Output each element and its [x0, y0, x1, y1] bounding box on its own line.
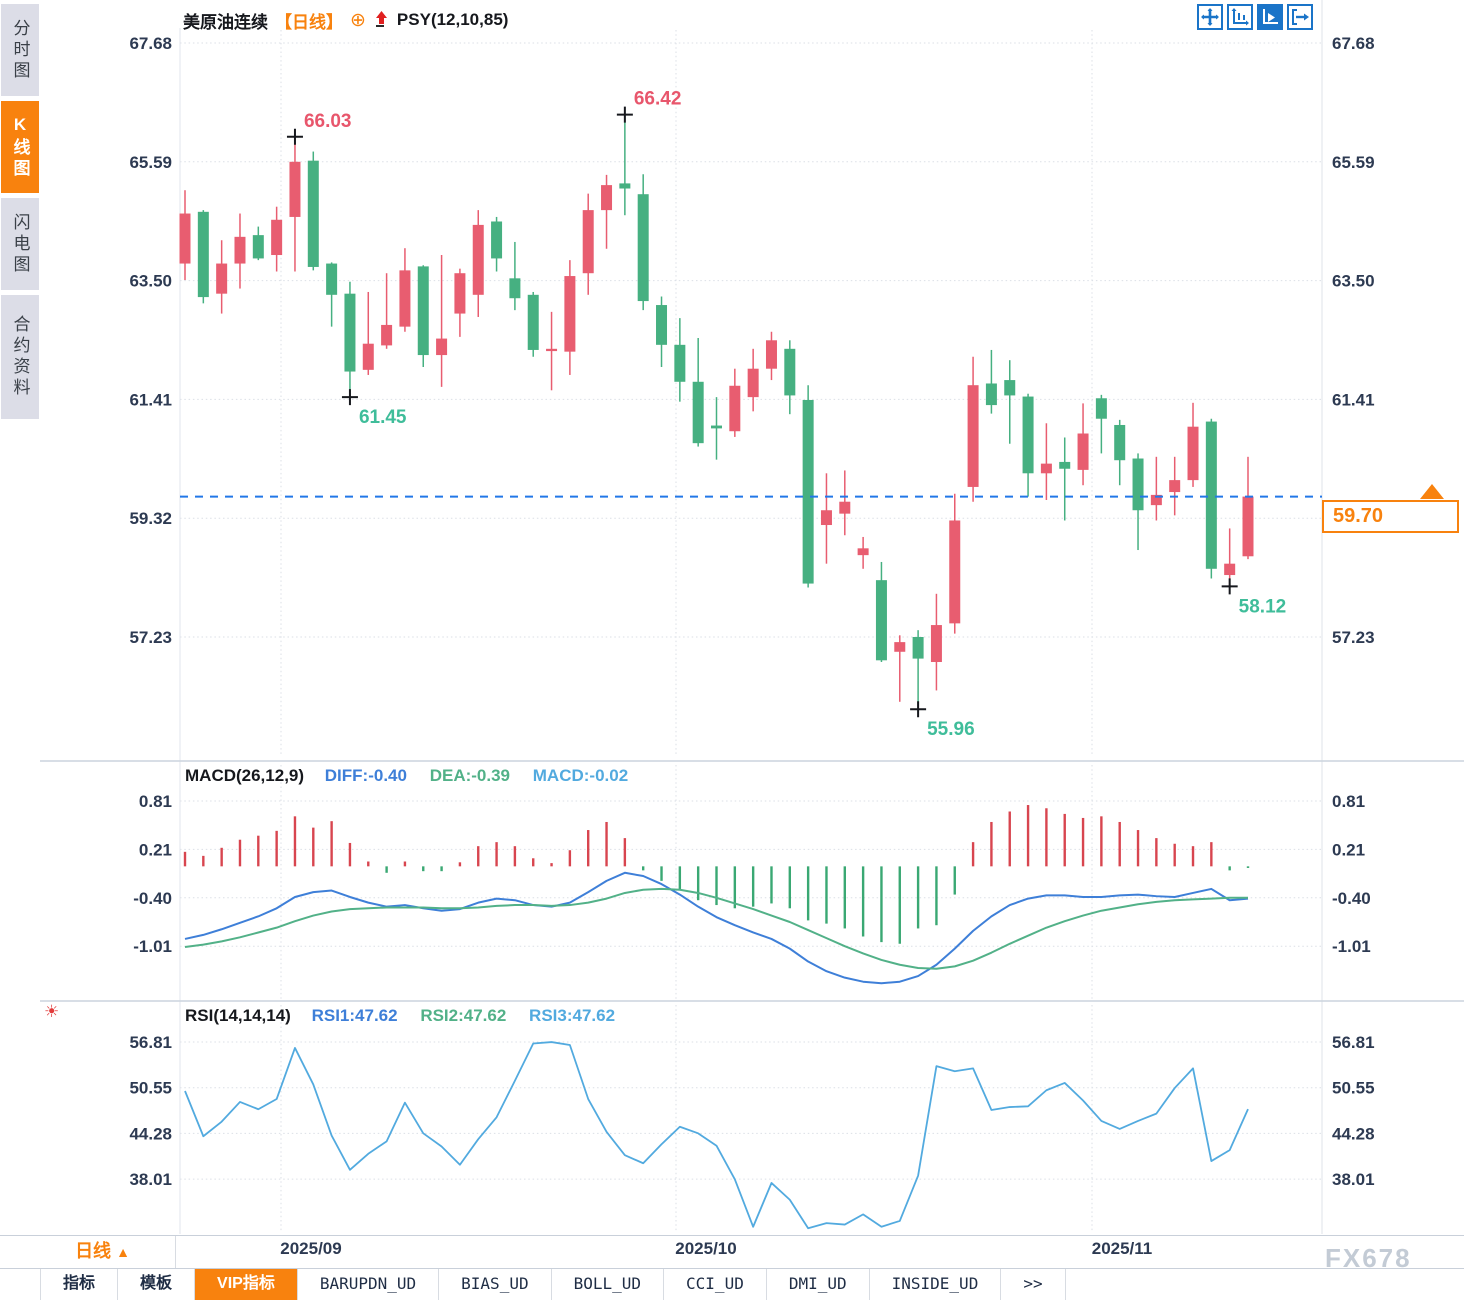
tab-boll-ud[interactable]: BOLL_UD [552, 1269, 665, 1300]
rsi-name: RSI(14,14,14) [185, 1006, 291, 1025]
tab-bar-spacer [0, 1269, 41, 1300]
svg-text:59.32: 59.32 [129, 509, 172, 528]
circle-plus-icon[interactable]: ⊕ [350, 9, 366, 31]
sidebar-item-contract-info[interactable]: 合约资料 [1, 295, 39, 419]
tab-dmi-ud[interactable]: DMI_UD [767, 1269, 870, 1300]
svg-text:56.81: 56.81 [129, 1033, 172, 1052]
macd-header: MACD(26,12,9) DIFF:-0.40 DEA:-0.39 MACD:… [185, 766, 628, 786]
crosshair-move-icon[interactable] [1197, 4, 1223, 30]
svg-text:56.81: 56.81 [1332, 1033, 1375, 1052]
rsi1-value: RSI1:47.62 [311, 1006, 398, 1025]
price-annotations: 66.03 61.45 66.42 55.96 58.12 [286, 89, 1287, 740]
candlesticks [179, 114, 1254, 710]
chart-title-bar: 美原油连续 【日线】 ⊕ PSY(12,10,85) [183, 8, 508, 32]
sidebar-item-kline-chart[interactable]: K线图 [1, 101, 39, 193]
left-sidebar: 分时图 K线图 闪电图 合约资料 [0, 0, 40, 1235]
svg-text:38.01: 38.01 [1332, 1170, 1375, 1189]
exit-chart-icon[interactable] [1287, 4, 1313, 30]
macd-name: MACD(26,12,9) [185, 766, 305, 785]
svg-text:58.12: 58.12 [1239, 596, 1287, 617]
svg-text:0.81: 0.81 [139, 792, 172, 811]
tab-templates[interactable]: 模板 [118, 1269, 196, 1300]
svg-text:65.59: 65.59 [129, 153, 172, 172]
tab-vip-indicators[interactable]: VIP指标 [195, 1269, 298, 1300]
sidebar-item-time-chart[interactable]: 分时图 [1, 4, 39, 96]
current-price-tag: 59.70 [1322, 500, 1459, 533]
overlay-indicator-label: PSY(12,10,85) [396, 10, 509, 29]
triangle-up-icon: ▲ [116, 1244, 130, 1260]
svg-text:-0.40: -0.40 [133, 889, 172, 908]
svg-text:44.28: 44.28 [129, 1124, 172, 1143]
svg-text:57.23: 57.23 [1332, 628, 1375, 647]
svg-text:65.59: 65.59 [1332, 153, 1375, 172]
tab-inside-ud[interactable]: INSIDE_UD [870, 1269, 1002, 1300]
svg-text:50.55: 50.55 [129, 1079, 172, 1098]
svg-text:63.50: 63.50 [1332, 272, 1375, 291]
x-axis-label-nov: 2025/11 [1091, 1239, 1153, 1258]
date-axis-row: 日线 ▲ 2025/09 2025/10 2025/11 [0, 1235, 1464, 1268]
period-selector-button[interactable]: 日线 ▲ [30, 1236, 176, 1268]
svg-text:61.41: 61.41 [1332, 390, 1375, 409]
rsi-panel [184, 1041, 1249, 1230]
price-up-arrow-icon [1420, 484, 1444, 499]
svg-text:0.81: 0.81 [1332, 792, 1365, 811]
corner-cell [0, 1236, 31, 1268]
grid-lines [40, 0, 1464, 1234]
tab-bias-ud[interactable]: BIAS_UD [439, 1269, 552, 1300]
rsi-header: RSI(14,14,14) RSI1:47.62 RSI2:47.62 RSI3… [185, 1006, 615, 1026]
macd-diff-value: DIFF:-0.40 [324, 766, 407, 785]
tab-indicators[interactable]: 指标 [41, 1269, 119, 1300]
chart-toolbar [1197, 4, 1313, 30]
svg-text:38.01: 38.01 [129, 1170, 172, 1189]
tab-more[interactable]: >> [1001, 1269, 1066, 1300]
x-axis-label-oct: 2025/10 [675, 1239, 737, 1258]
svg-text:66.42: 66.42 [634, 89, 682, 110]
rsi3-value: RSI3:47.62 [529, 1006, 616, 1025]
sun-indicator-icon[interactable]: ☀ [44, 1002, 60, 1021]
svg-text:61.45: 61.45 [359, 407, 407, 428]
svg-text:66.03: 66.03 [304, 111, 352, 132]
svg-text:-1.01: -1.01 [1332, 937, 1371, 956]
svg-text:50.55: 50.55 [1332, 1079, 1375, 1098]
period-tag: 【日线】 [275, 12, 343, 32]
indicator-tab-bar: 指标 模板 VIP指标 BARUPDN_UD BIAS_UD BOLL_UD C… [0, 1268, 1464, 1300]
svg-text:0.21: 0.21 [1332, 840, 1365, 859]
svg-text:-1.01: -1.01 [133, 937, 172, 956]
symbol-name: 美原油连续 [183, 12, 268, 32]
svg-text:44.28: 44.28 [1332, 1124, 1375, 1143]
axis-tick-labels: 67.68 67.68 65.59 65.59 63.50 63.50 61.41 61.41… [129, 34, 1374, 1189]
svg-text:67.68: 67.68 [129, 34, 172, 53]
tab-cci-ud[interactable]: CCI_UD [664, 1269, 767, 1300]
axis-range-icon[interactable] [1227, 4, 1253, 30]
svg-text:57.23: 57.23 [129, 628, 172, 647]
x-axis-label-sep: 2025/09 [280, 1239, 342, 1258]
macd-macd-value: MACD:-0.02 [532, 766, 629, 785]
svg-text:61.41: 61.41 [129, 390, 172, 409]
macd-dea-value: DEA:-0.39 [429, 766, 511, 785]
svg-text:63.50: 63.50 [129, 272, 172, 291]
svg-text:67.68: 67.68 [1332, 34, 1375, 53]
rsi2-value: RSI2:47.62 [420, 1006, 507, 1025]
sidebar-item-flash-chart[interactable]: 闪电图 [1, 198, 39, 290]
macd-panel [183, 805, 1250, 985]
axis-play-icon[interactable] [1257, 4, 1283, 30]
svg-text:-0.40: -0.40 [1332, 889, 1371, 908]
svg-text:55.96: 55.96 [927, 719, 975, 740]
svg-text:0.21: 0.21 [139, 840, 172, 859]
tab-barupdn-ud[interactable]: BARUPDN_UD [298, 1269, 440, 1300]
chart-canvas[interactable]: 67.68 67.68 65.59 65.59 63.50 63.50 61.41 61.41… [0, 0, 1464, 1235]
red-up-arrow-icon [373, 10, 390, 30]
